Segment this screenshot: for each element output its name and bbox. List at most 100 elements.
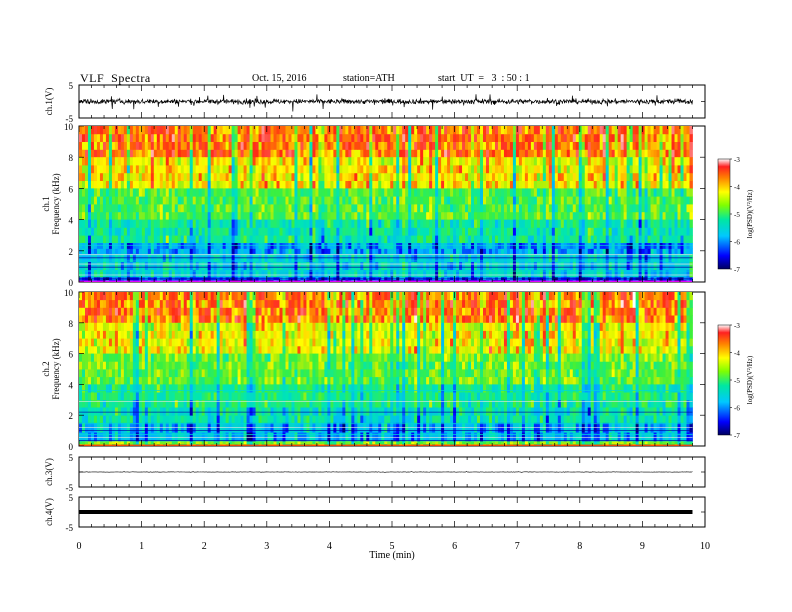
spectrogram-cell xyxy=(441,315,445,324)
spectrogram-cell xyxy=(174,157,179,166)
spectrogram-cell xyxy=(348,188,352,197)
spectrogram-cell xyxy=(183,227,188,236)
spectrogram-cell xyxy=(342,149,346,158)
spectrogram-cell xyxy=(315,126,319,135)
spectrogram-cell xyxy=(485,180,490,189)
spectrogram-cell xyxy=(587,248,592,255)
spectrogram-cell xyxy=(662,149,666,158)
spectrogram-cell xyxy=(632,196,637,205)
spectrogram-cell xyxy=(234,307,238,316)
spectrogram-cell xyxy=(572,172,577,181)
spectrogram-cell xyxy=(483,133,487,142)
spectrogram-cell xyxy=(300,149,304,158)
spectrogram-cell xyxy=(456,188,460,197)
spectrogram-cell xyxy=(527,172,532,181)
spectrogram-cell xyxy=(435,261,439,270)
spectrogram-cell xyxy=(141,261,146,270)
spectrogram-cell xyxy=(240,235,244,244)
spectrogram-cell xyxy=(587,141,592,150)
spectrogram-cell xyxy=(602,211,607,220)
spectrogram-cell xyxy=(488,243,493,249)
spectrogram-cell xyxy=(623,269,628,278)
spectrogram-cell xyxy=(261,141,265,150)
spectrogram-cell xyxy=(87,157,92,166)
spectrogram-cell xyxy=(207,157,212,166)
spectrogram-cell xyxy=(84,227,89,236)
spectrogram-cell xyxy=(156,157,161,166)
spectrogram-cell xyxy=(405,157,409,166)
spectrogram-cell xyxy=(246,126,250,135)
spectrogram-cell xyxy=(363,204,367,213)
spectrogram-cell xyxy=(237,211,241,220)
spectrogram-cell xyxy=(210,299,215,308)
spectrogram-cell xyxy=(405,133,409,142)
spectrogram-cell xyxy=(665,204,669,213)
spectrogram-cell xyxy=(300,219,304,228)
spectrogram-cell xyxy=(569,315,574,324)
spectrogram-cell xyxy=(596,227,601,236)
spectrogram-cell xyxy=(192,196,197,205)
spectrogram-cell xyxy=(198,243,203,249)
spectrogram-cell xyxy=(174,141,179,150)
spectrogram-cell xyxy=(620,165,625,174)
spectrogram-cell xyxy=(629,243,634,249)
spectrogram-cell xyxy=(677,165,681,174)
spectrogram-cell xyxy=(294,196,298,205)
spectrogram-cell xyxy=(638,126,642,135)
spectrogram-cell xyxy=(324,315,328,324)
spectrogram-cell xyxy=(569,243,574,249)
spectrogram-cell xyxy=(150,141,155,150)
spectrogram-cell xyxy=(219,149,224,158)
spectrogram-cell xyxy=(168,180,173,189)
spectrogram-cell xyxy=(396,269,400,278)
spectrogram-cell xyxy=(569,211,574,220)
spectrogram-cell xyxy=(186,165,191,174)
spectrogram-cell xyxy=(303,157,307,166)
spectrogram-cell xyxy=(554,227,559,236)
spectrogram-cell xyxy=(515,219,520,228)
spectrogram-cell xyxy=(650,243,654,249)
spectrogram-cell xyxy=(141,243,146,249)
spectrogram-cell xyxy=(545,211,550,220)
spectrogram-cell xyxy=(683,172,687,181)
spectrogram-cell xyxy=(267,235,271,244)
spectrogram-cell xyxy=(87,261,92,270)
spectrogram-cell xyxy=(563,269,568,278)
spectrogram-cell xyxy=(348,235,352,244)
spectrogram-cell xyxy=(653,149,657,158)
spectrogram-cell xyxy=(345,188,349,197)
spectrogram-cell xyxy=(426,269,430,278)
spectrogram-cell xyxy=(360,235,364,244)
spectrogram-cell xyxy=(159,219,164,228)
spectrogram-cell xyxy=(620,261,625,270)
spectrogram-cell xyxy=(225,235,230,244)
spectrogram-cell xyxy=(635,219,640,228)
spectrogram-cell xyxy=(324,141,328,150)
spectrogram-cell xyxy=(426,172,430,181)
spectrogram-cell xyxy=(321,165,325,174)
spectrogram-cell xyxy=(423,157,427,166)
spectrogram-cell xyxy=(396,141,400,150)
spectrogram-cell xyxy=(653,315,657,324)
spectrogram-cell xyxy=(515,307,520,316)
spectrogram-cell xyxy=(222,211,227,220)
spectrogram-cell xyxy=(177,261,182,270)
spectrogram-cell xyxy=(653,141,657,150)
spectrogram-cell xyxy=(378,261,382,270)
spectrogram-cell xyxy=(432,227,436,236)
spectrogram-cell xyxy=(575,204,580,213)
spectrogram-cell xyxy=(123,188,128,197)
spectrogram-cell xyxy=(683,141,687,150)
spectrogram-cell xyxy=(111,196,116,205)
spectrogram-cell xyxy=(432,180,436,189)
spectrogram-cell xyxy=(518,243,523,249)
spectrogram-cell xyxy=(237,307,241,316)
spectrogram-cell xyxy=(147,157,152,166)
spectrogram-cell xyxy=(539,235,544,244)
spectrogram-cell xyxy=(390,261,394,270)
spectrogram-cell xyxy=(429,165,433,174)
spectrogram-cell xyxy=(234,165,238,174)
spectrogram-cell xyxy=(536,235,541,244)
spectrogram-cell xyxy=(99,165,104,174)
spectrogram-cell xyxy=(647,204,651,213)
